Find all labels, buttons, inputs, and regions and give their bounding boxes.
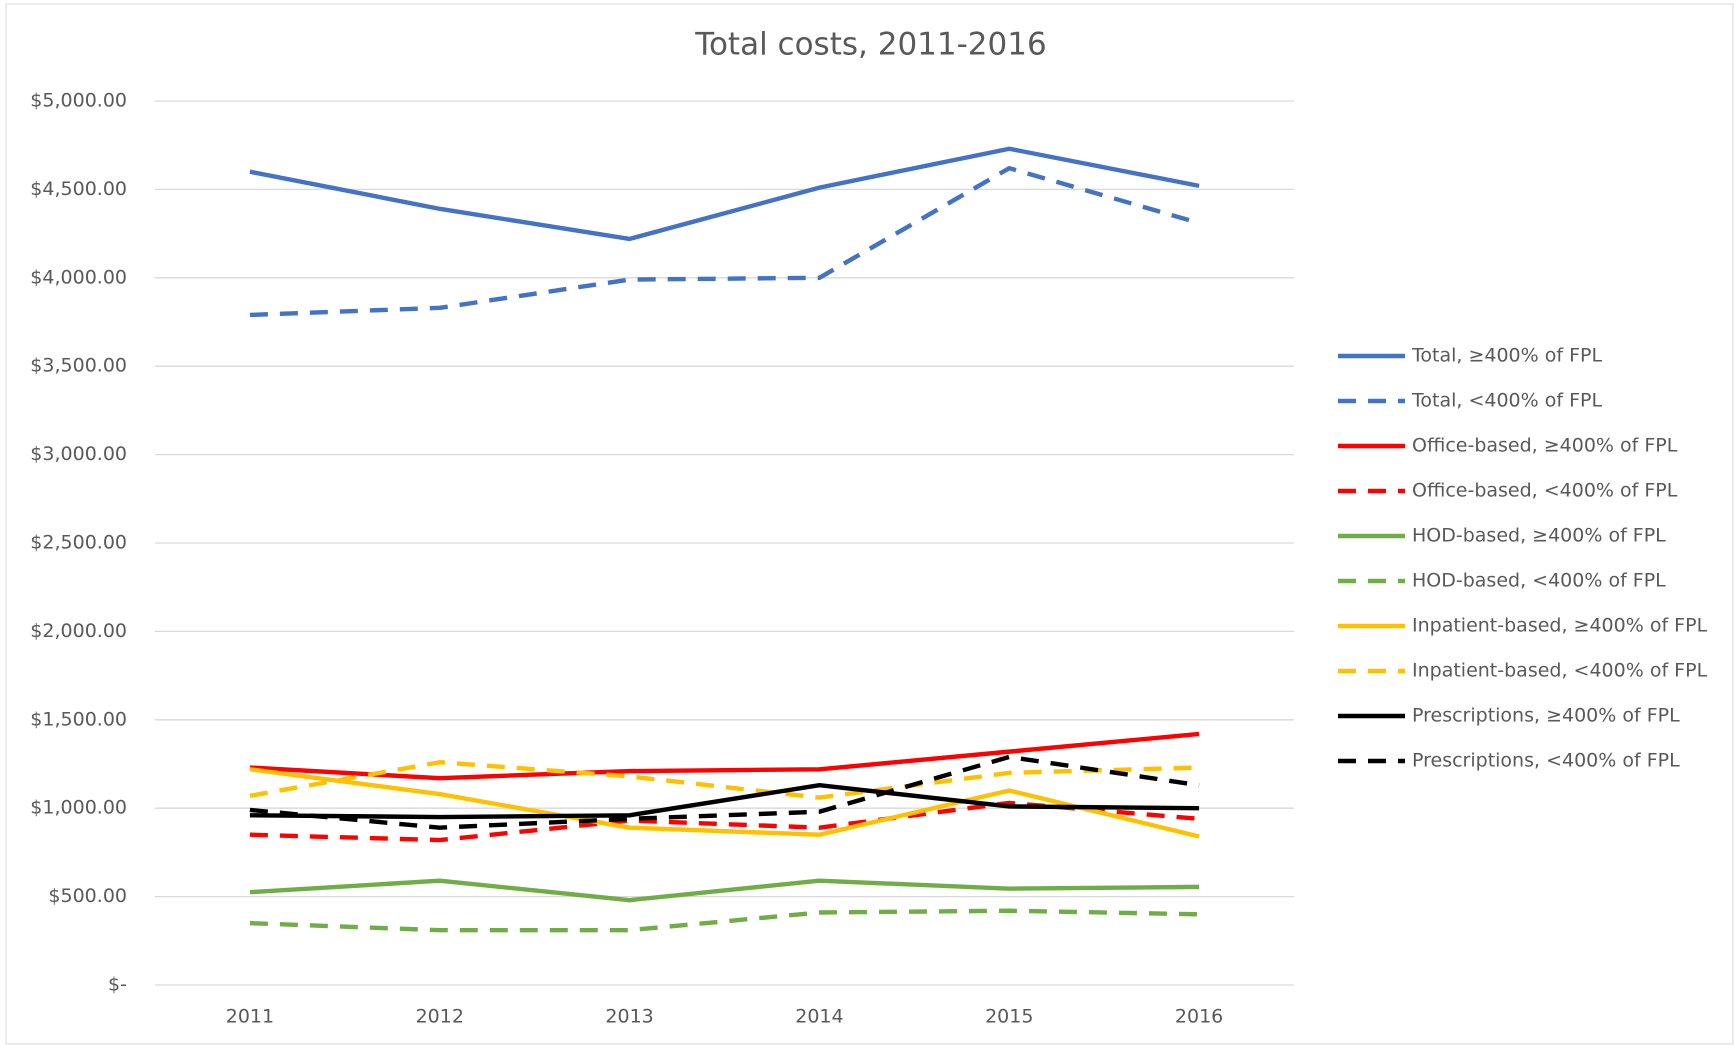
legend-label: Prescriptions, ≥400% of FPL: [1412, 705, 1680, 727]
x-tick-label: 2016: [1175, 1006, 1223, 1028]
y-tick-label: $5,000.00: [30, 90, 127, 112]
line-series: [249, 754, 1200, 830]
legend-label: Inpatient-based, ≥400% of FPL: [1412, 615, 1708, 637]
legend-label: Office-based, ≥400% of FPL: [1412, 435, 1678, 457]
line-series: [249, 908, 1200, 933]
y-tick-label: $1,500.00: [30, 708, 127, 730]
line-series: [249, 146, 1200, 242]
y-tick-label: $3,500.00: [30, 355, 127, 377]
legend-label: Office-based, <400% of FPL: [1412, 480, 1678, 502]
legend-label: Prescriptions, <400% of FPL: [1412, 750, 1680, 772]
chart-title: Total costs, 2011-2016: [694, 27, 1046, 63]
y-tick-label: $3,000.00: [30, 443, 127, 465]
x-tick-label: 2012: [416, 1006, 464, 1028]
x-tick-label: 2015: [985, 1006, 1033, 1028]
y-tick-label: $2,500.00: [30, 532, 127, 554]
line-series: [249, 783, 1200, 820]
y-tick-label: $-: [108, 974, 127, 996]
y-tick-label: $500.00: [48, 885, 127, 907]
legend-label: Total, ≥400% of FPL: [1411, 345, 1602, 367]
legend-label: Inpatient-based, <400% of FPL: [1412, 660, 1708, 682]
y-tick-label: $4,000.00: [30, 266, 127, 288]
legend-label: HOD-based, <400% of FPL: [1412, 570, 1666, 592]
line-series: [249, 760, 1200, 800]
line-series: [249, 165, 1200, 318]
x-tick-label: 2011: [226, 1006, 274, 1028]
legend-label: Total, <400% of FPL: [1411, 390, 1602, 412]
x-tick-label: 2014: [795, 1006, 843, 1028]
line-series: [249, 767, 1200, 839]
legend-label: HOD-based, ≥400% of FPL: [1412, 525, 1666, 547]
y-tick-label: $2,000.00: [30, 620, 127, 642]
x-tick-label: 2013: [605, 1006, 653, 1028]
line-series: [249, 731, 1200, 781]
line-series: [249, 878, 1200, 903]
y-tick-label: $1,000.00: [30, 797, 127, 819]
y-tick-label: $4,500.00: [30, 178, 127, 200]
